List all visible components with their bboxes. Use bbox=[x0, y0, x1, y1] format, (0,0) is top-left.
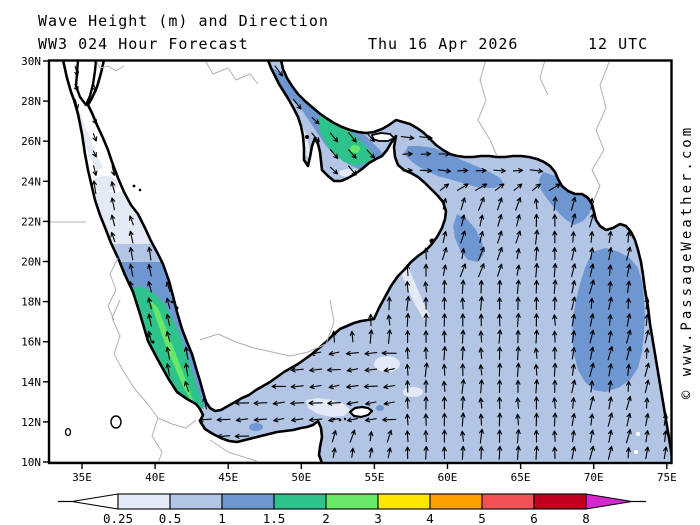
valid-date: Thu 16 Apr 2026 bbox=[368, 35, 519, 53]
lon-label: 60E bbox=[438, 471, 458, 484]
waves-aden-spot bbox=[249, 423, 263, 431]
landmass-africa bbox=[49, 60, 324, 463]
waves-calm-speck bbox=[634, 450, 638, 454]
island-qeshm bbox=[371, 132, 395, 142]
waves-oman-gulf bbox=[404, 146, 504, 188]
lat-label: 16N bbox=[21, 336, 41, 349]
landmass-arabia bbox=[86, 60, 448, 413]
small-island bbox=[338, 418, 342, 422]
colorbar-segment bbox=[377, 493, 431, 510]
country-border bbox=[539, 60, 549, 96]
colorbar-label: 3 bbox=[374, 511, 382, 525]
lat-label: 20N bbox=[21, 256, 41, 269]
island-socotra bbox=[348, 405, 374, 419]
colorbar-label: 0.25 bbox=[103, 511, 133, 525]
waves-gulf-high bbox=[318, 112, 374, 166]
small-island bbox=[132, 184, 136, 188]
colorbar-label: 4 bbox=[426, 511, 434, 525]
landmass-iran-india bbox=[279, 60, 672, 461]
lat-label: 10N bbox=[21, 456, 41, 469]
waves-calm-speck bbox=[636, 432, 640, 436]
waves-gulf-peak bbox=[350, 145, 360, 153]
landmass-sinai bbox=[74, 60, 98, 107]
lat-label: 12N bbox=[21, 416, 41, 429]
lat-label: 30N bbox=[21, 55, 41, 68]
waves-low bbox=[374, 356, 400, 372]
colorbar-label: 5 bbox=[478, 511, 486, 525]
colorbar-segment bbox=[533, 493, 587, 510]
lon-label: 65E bbox=[511, 471, 531, 484]
colorbar-segment bbox=[325, 493, 379, 510]
waves-red-sea-peak bbox=[150, 300, 194, 404]
colorbar-segment bbox=[429, 493, 483, 510]
country-border bbox=[477, 60, 498, 157]
lat-label: 26N bbox=[21, 135, 41, 148]
colorbar-segment bbox=[273, 493, 327, 510]
small-island bbox=[138, 188, 142, 192]
model-run-label: WW3 024 Hour Forecast bbox=[38, 35, 249, 53]
colorbar-label: 6 bbox=[530, 511, 538, 525]
colorbar-segment bbox=[221, 493, 275, 510]
small-island bbox=[170, 300, 174, 304]
lon-label: 55E bbox=[364, 471, 384, 484]
colorbar-label: 1.5 bbox=[263, 511, 286, 525]
colorbar-label: 0.5 bbox=[159, 511, 182, 525]
colorbar-over-arrow bbox=[585, 493, 633, 510]
small-island bbox=[305, 135, 309, 139]
lake bbox=[64, 427, 72, 437]
waves-low bbox=[72, 98, 103, 170]
lat-label: 28N bbox=[21, 95, 41, 108]
small-island bbox=[175, 306, 179, 310]
colorbar-label: 1 bbox=[218, 511, 226, 525]
colorbar-segment bbox=[481, 493, 535, 510]
valid-time: 12 UTC bbox=[588, 35, 649, 53]
lon-label: 70E bbox=[584, 471, 604, 484]
waves-low bbox=[403, 387, 423, 397]
lon-label: 45E bbox=[218, 471, 238, 484]
colorbar-label: 8 bbox=[582, 511, 590, 525]
lon-label: 75E bbox=[657, 471, 677, 484]
lon-label: 50E bbox=[291, 471, 311, 484]
lon-label: 35E bbox=[72, 471, 92, 484]
lat-label: 22N bbox=[21, 215, 41, 228]
waves-aden-spot bbox=[376, 405, 384, 411]
colorbar-label: 2 bbox=[322, 511, 330, 525]
wave-direction-arrows bbox=[73, 65, 668, 461]
country-border bbox=[325, 299, 335, 345]
lake bbox=[110, 415, 122, 429]
colorbar-segment bbox=[169, 493, 223, 510]
waves-low bbox=[92, 176, 118, 192]
country-border bbox=[107, 257, 119, 321]
lat-label: 24N bbox=[21, 175, 41, 188]
country-border bbox=[204, 60, 259, 85]
colorbar-under-arrow bbox=[71, 493, 119, 510]
country-border bbox=[591, 60, 611, 201]
country-border bbox=[199, 333, 327, 357]
waves-hadd bbox=[453, 214, 484, 262]
small-island bbox=[151, 340, 155, 344]
country-border bbox=[111, 299, 163, 463]
country-border bbox=[209, 439, 263, 463]
country-border bbox=[157, 417, 197, 429]
watermark: © www.PassageWeather.com bbox=[679, 124, 695, 400]
lat-label: 18N bbox=[21, 296, 41, 309]
lon-label: 40E bbox=[145, 471, 165, 484]
colorbar-segment bbox=[117, 493, 171, 510]
page-title: Wave Height (m) and Direction bbox=[38, 12, 329, 30]
country-border bbox=[95, 60, 125, 72]
lat-label: 14N bbox=[21, 376, 41, 389]
small-island bbox=[343, 417, 347, 421]
waves-indus bbox=[539, 172, 593, 225]
small-island bbox=[429, 238, 435, 244]
